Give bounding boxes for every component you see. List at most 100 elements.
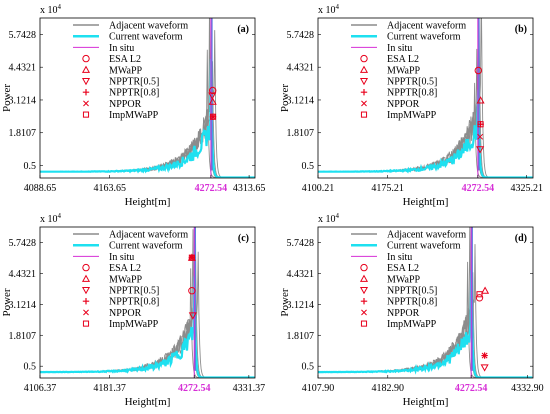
marker-triangle-up: [81, 65, 91, 73]
marker-circle: [188, 287, 196, 295]
x-tick-label: 4163.65: [93, 183, 126, 194]
y-tick-label: 4.4321: [9, 269, 37, 280]
legend-item-label: In situ: [387, 43, 412, 54]
marker-triangle-up: [359, 65, 369, 73]
exponent-label: x 104: [318, 3, 340, 16]
panel-label: (c): [238, 233, 249, 244]
exponent-label: x 104: [40, 212, 62, 225]
legend-item-label: Adjacent waveform: [387, 230, 466, 241]
y-axis-label: Power: [1, 288, 13, 316]
y-tick-label: 1.8107: [9, 331, 37, 342]
marker-triangle-up: [481, 286, 490, 294]
insitu-tick-label: 4272.54: [462, 183, 495, 194]
marker-circle: [82, 263, 90, 272]
y-axis-label: Power: [1, 84, 13, 112]
y-tick-label: 0.5: [24, 362, 37, 373]
marker-triangle-up: [476, 96, 485, 104]
y-tick-label: 4.4321: [9, 63, 37, 74]
marker-x: [210, 113, 216, 120]
axes-box: [39, 226, 256, 379]
y-tick-label: 3.1214: [287, 95, 315, 106]
insitu-tick-label: 4272.54: [195, 183, 228, 194]
x-tick-label: 4325.21: [510, 183, 543, 194]
marker-triangle-up: [81, 274, 91, 282]
marker-triangle-down: [81, 286, 91, 295]
chart-panel-2: 5.7428 4.4321 3.1214 1.8107 0.5 4100.21 4175.2…: [279, 3, 543, 208]
marker-triangle-down: [188, 312, 197, 320]
legend-item-label: MWaPP: [109, 274, 143, 285]
marker-plus: [360, 89, 368, 96]
x-tick-label: 4088.65: [24, 183, 57, 194]
legend-item-label: ESA L2: [387, 54, 419, 65]
legend-item-label: MWaPP: [109, 65, 143, 76]
adjacent-waveform-line: [40, 251, 255, 378]
x-axis-label: Height[m]: [403, 196, 449, 208]
y-tick-label: 0.5: [302, 362, 315, 373]
panel-label: (b): [515, 24, 527, 35]
marker-square: [188, 254, 195, 261]
x-axis-label: Height[m]: [125, 396, 171, 408]
y-tick-label: 1.8107: [9, 128, 37, 139]
legend-item-label: NPPOR: [109, 99, 142, 110]
x-axis-label: Height[m]: [125, 196, 171, 208]
legend-item-label: Current waveform: [109, 241, 183, 252]
marker-x: [481, 352, 488, 359]
x-tick-label: 4313.65: [233, 183, 266, 194]
legend-item-label: ESA L2: [109, 54, 141, 65]
chart-panel-1: 5.7428 4.4321 3.1214 1.8107 0.5 4088.65 4163.6…: [1, 3, 266, 208]
y-tick-label: 3.1214: [9, 95, 37, 106]
legend-item-label: In situ: [387, 252, 412, 263]
plot-area: [40, 227, 255, 378]
marker-circle: [360, 54, 368, 63]
marker-triangle-up: [208, 97, 217, 105]
legend-item-label: ImpMWaPP: [387, 110, 437, 121]
legend-item-label: NPPTR[0.5]: [387, 286, 437, 297]
marker-x: [188, 254, 195, 261]
marker-square: [209, 113, 217, 120]
x-tick-label: 4331.37: [233, 383, 266, 394]
legend-item-label: MWaPP: [387, 274, 421, 285]
marker-x: [83, 309, 89, 316]
adjacent-waveform-line: [40, 30, 255, 178]
adjacent-waveform-line: [318, 244, 533, 378]
exponent-label: x 104: [40, 3, 62, 16]
marker-triangle-down: [81, 77, 91, 86]
y-tick-label: 5.7428: [287, 30, 315, 41]
legend-item-label: NPPOR: [387, 99, 420, 110]
marker-circle: [209, 86, 217, 95]
legend-item-label: Current waveform: [387, 32, 461, 43]
insitu-tick-label: 4272.54: [455, 383, 488, 394]
legend-item-label: Adjacent waveform: [387, 21, 466, 32]
marker-triangle-up: [359, 274, 369, 282]
marker-plus: [360, 298, 368, 305]
marker-circle: [475, 294, 484, 302]
y-tick-label: 5.7428: [287, 238, 315, 249]
legend-item-label: In situ: [109, 252, 134, 263]
current-waveform-line: [40, 276, 255, 378]
x-tick-label: 4106.37: [24, 383, 57, 394]
legend-item-label: NPPTR[0.5]: [109, 286, 159, 297]
legend-item-label: ESA L2: [387, 263, 419, 274]
plot-area: [318, 227, 533, 378]
legend-item-label: Current waveform: [109, 32, 183, 43]
y-axis-label: Power: [279, 288, 291, 316]
marker-plus: [82, 89, 90, 96]
legend-item-label: Adjacent waveform: [109, 21, 188, 32]
marker-x: [83, 100, 89, 107]
legend-item-label: NPPTR[0.5]: [109, 77, 159, 88]
legend-item-label: ImpMWaPP: [109, 319, 159, 330]
insitu-tick-label: 4272.54: [178, 383, 211, 394]
marker-triangle-down: [476, 146, 485, 154]
marker-x: [477, 133, 484, 140]
marker-square: [360, 320, 368, 327]
current-waveform-line: [40, 58, 255, 178]
panel-label: (a): [237, 24, 249, 35]
legend-item-label: NPPTR[0.5]: [387, 77, 437, 88]
plot-area: [318, 18, 533, 178]
y-tick-label: 1.8107: [287, 331, 315, 342]
legend-item-label: MWaPP: [387, 65, 421, 76]
